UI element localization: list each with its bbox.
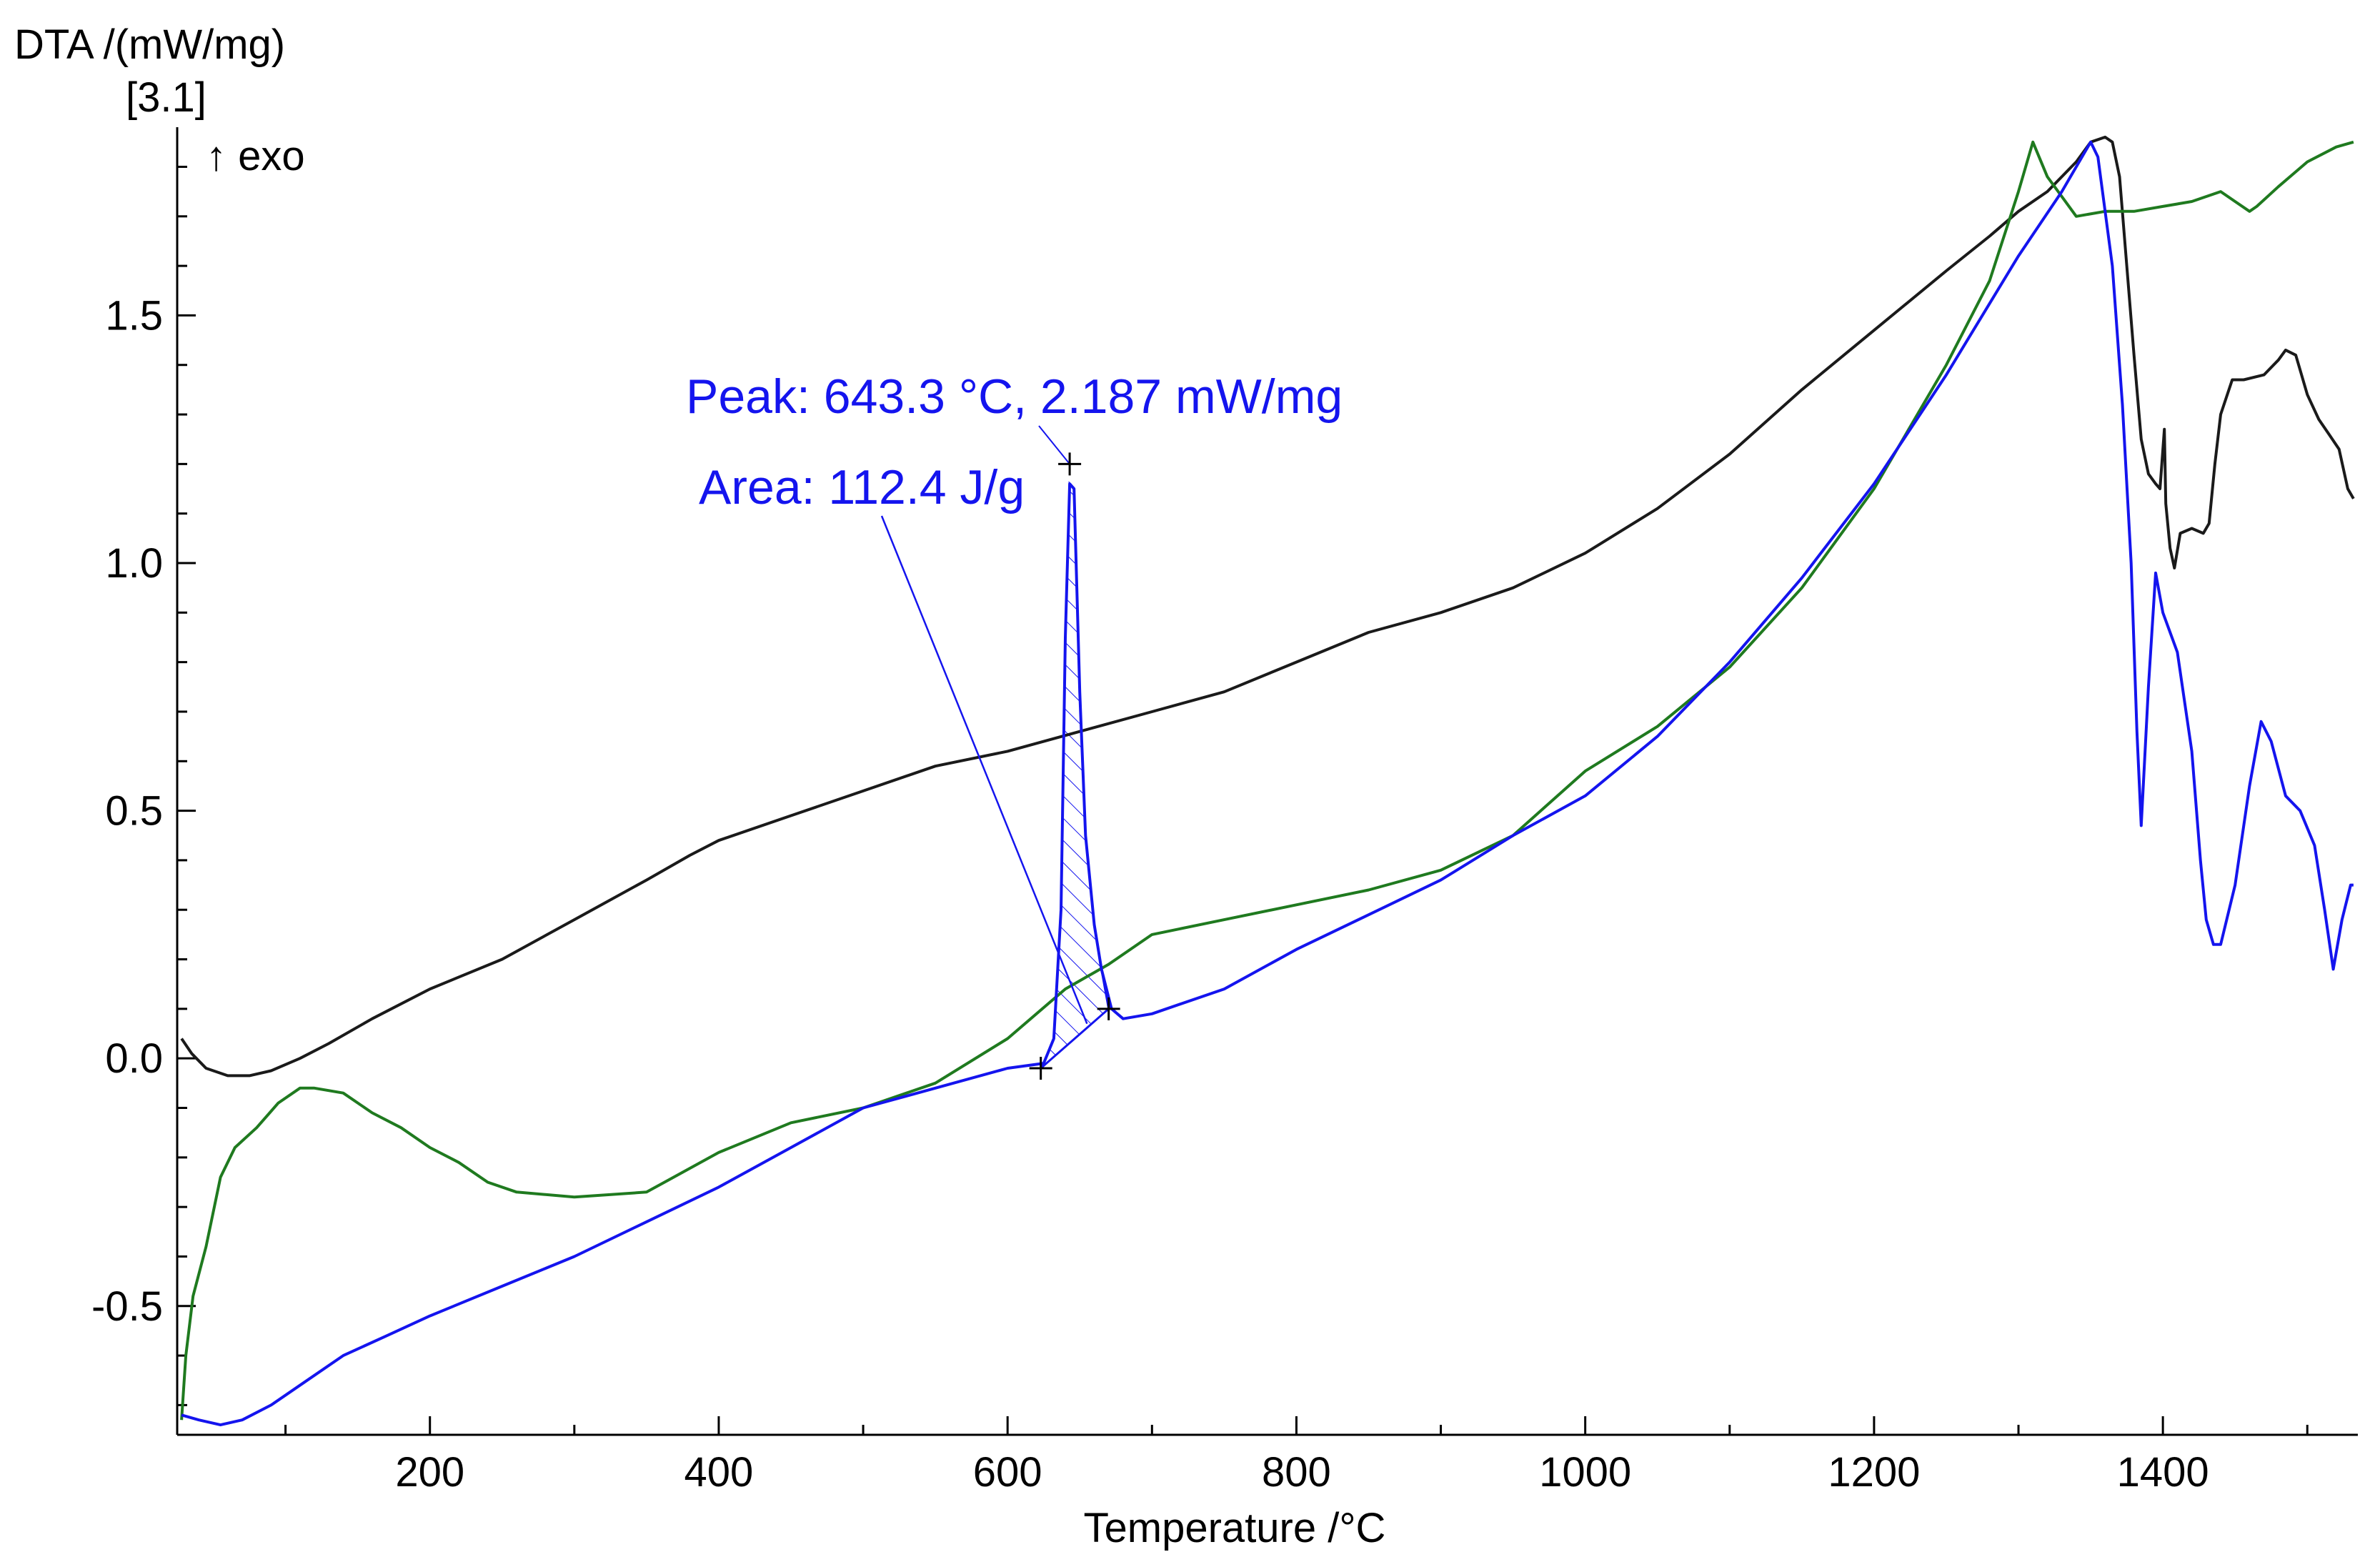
y-tick-label: 1.5 <box>105 292 163 339</box>
y-axis-title: DTA /(mW/mg) <box>14 21 285 68</box>
y-tick-label: -0.5 <box>91 1283 163 1330</box>
series-blue-line <box>181 140 2354 1427</box>
x-tick-label: 400 <box>684 1449 754 1496</box>
area-annotation: Area: 112.4 J/g <box>699 460 1025 514</box>
tick-layer <box>177 165 2309 1435</box>
y-tick-label: 0.0 <box>105 1035 163 1082</box>
x-tick-label: 1400 <box>2117 1449 2209 1496</box>
x-tick-label: 200 <box>395 1449 464 1496</box>
exo-direction-label: ↑ exo <box>206 133 305 179</box>
area-leader-line <box>880 515 1088 1025</box>
series-black-line <box>180 135 2355 1078</box>
x-tick-label: 1200 <box>1828 1449 1920 1496</box>
y-tick-label: 0.5 <box>105 788 163 835</box>
x-tick-label: 800 <box>1262 1449 1331 1496</box>
peak-annotation: Peak: 643.3 °C, 2.187 mW/mg <box>686 369 1343 424</box>
y-axis-index: [3.1] <box>126 74 206 121</box>
x-tick-label: 600 <box>973 1449 1042 1496</box>
peak-markers <box>1029 452 1120 1080</box>
tick-label-layer: 200 400 600 800 1000 1200 1400 -0.5 0.0 0.5 1.0 1.5 <box>91 292 2209 1496</box>
y-tick-label: 1.0 <box>105 540 163 587</box>
x-axis-title: Temperature /°C <box>1084 1505 1386 1551</box>
x-tick-label: 1000 <box>1539 1449 1631 1496</box>
peak-leader-line <box>1038 425 1070 464</box>
series-green-line <box>180 140 2354 1421</box>
